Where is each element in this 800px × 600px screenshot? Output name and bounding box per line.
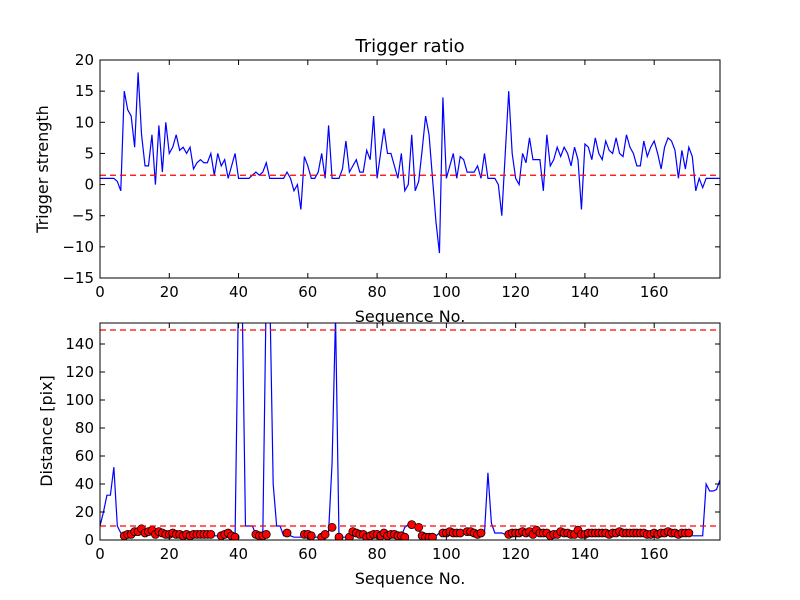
bottom-y-tick-label: 120 (65, 363, 94, 381)
top-x-tick-label: 0 (95, 283, 105, 301)
bottom-y-tick-label: 60 (75, 447, 94, 465)
top-x-tick-label: 140 (571, 283, 600, 301)
top-plot-area (100, 72, 720, 254)
bottom-y-tick-label: 100 (65, 391, 94, 409)
top-x-tick-label: 60 (298, 283, 317, 301)
top-chart-title: Trigger ratio (354, 36, 464, 57)
top-x-ticks: 0 20 40 60 80 100 120 140 160 (95, 60, 669, 301)
bottom-y-tick-label: 140 (65, 335, 94, 353)
top-x-axis-label: Sequence No. (355, 307, 466, 326)
top-y-tick-label: 0 (84, 176, 94, 194)
bottom-marker-point (414, 523, 424, 532)
bottom-marker-point (261, 530, 271, 539)
bottom-x-tick-label: 40 (229, 545, 248, 563)
bottom-marker-point (684, 528, 694, 538)
bottom-marker-point (400, 532, 410, 540)
bottom-x-tick-label: 20 (160, 545, 179, 563)
top-x-tick-label: 40 (229, 283, 248, 301)
bottom-y-tick-label: 0 (84, 531, 94, 549)
bottom-marker-point (327, 523, 337, 532)
top-y-tick-label: 20 (75, 51, 94, 69)
bottom-marker-point (306, 531, 316, 540)
top-x-tick-label: 100 (432, 283, 461, 301)
top-y-axis-label: Trigger strength (33, 105, 52, 234)
top-chart: Trigger ratio 0 20 40 60 80 100 120 140 160 −15−… (33, 36, 721, 326)
bottom-x-ticks: 0 20 40 60 80 100 120 140 160 (95, 323, 669, 563)
bottom-y-tick-label: 80 (75, 419, 94, 437)
bottom-marker-point (428, 532, 437, 540)
top-y-tick-label: −5 (72, 207, 94, 225)
top-y-tick-label: 15 (75, 82, 94, 100)
top-x-tick-label: 160 (640, 283, 669, 301)
top-y-tick-label: −10 (62, 238, 94, 256)
bottom-x-tick-label: 100 (432, 545, 461, 563)
top-y-tick-label: 5 (84, 144, 94, 162)
top-axes-frame (99, 59, 721, 279)
bottom-marker-point (206, 530, 216, 539)
top-x-tick-label: 80 (368, 283, 387, 301)
bottom-y-tick-label: 40 (75, 475, 94, 493)
top-x-tick-label: 120 (501, 283, 530, 301)
top-series-line (100, 72, 720, 254)
top-y-tick-label: −15 (62, 269, 94, 287)
bottom-x-tick-label: 160 (640, 545, 669, 563)
bottom-x-axis-label: Sequence No. (355, 569, 466, 588)
bottom-marker-point (334, 532, 344, 540)
bottom-y-tick-label: 20 (75, 503, 94, 521)
bottom-marker-point (320, 530, 330, 539)
top-y-tick-label: 10 (75, 113, 94, 131)
top-y-ticks: −15 −10 −5 0 5 10 15 20 (62, 51, 720, 287)
bottom-x-tick-label: 140 (571, 545, 600, 563)
bottom-chart: 0 20 40 60 80 100 120 140 160 0 20 40 60 80 100 120 140… (37, 322, 721, 588)
bottom-x-tick-label: 120 (501, 545, 530, 563)
bottom-y-axis-label: Distance [pix] (37, 375, 56, 487)
bottom-y-ticks: 0 20 40 60 80 100 120 140 (65, 335, 720, 549)
bottom-x-tick-label: 80 (368, 545, 387, 563)
top-x-tick-label: 20 (160, 283, 179, 301)
bottom-marker-point (282, 528, 292, 538)
bottom-x-tick-label: 0 (95, 545, 105, 563)
bottom-x-tick-label: 60 (298, 545, 317, 563)
bottom-marker-point (230, 532, 240, 540)
bottom-axes-frame (99, 322, 721, 541)
bottom-marker-point (476, 528, 486, 538)
